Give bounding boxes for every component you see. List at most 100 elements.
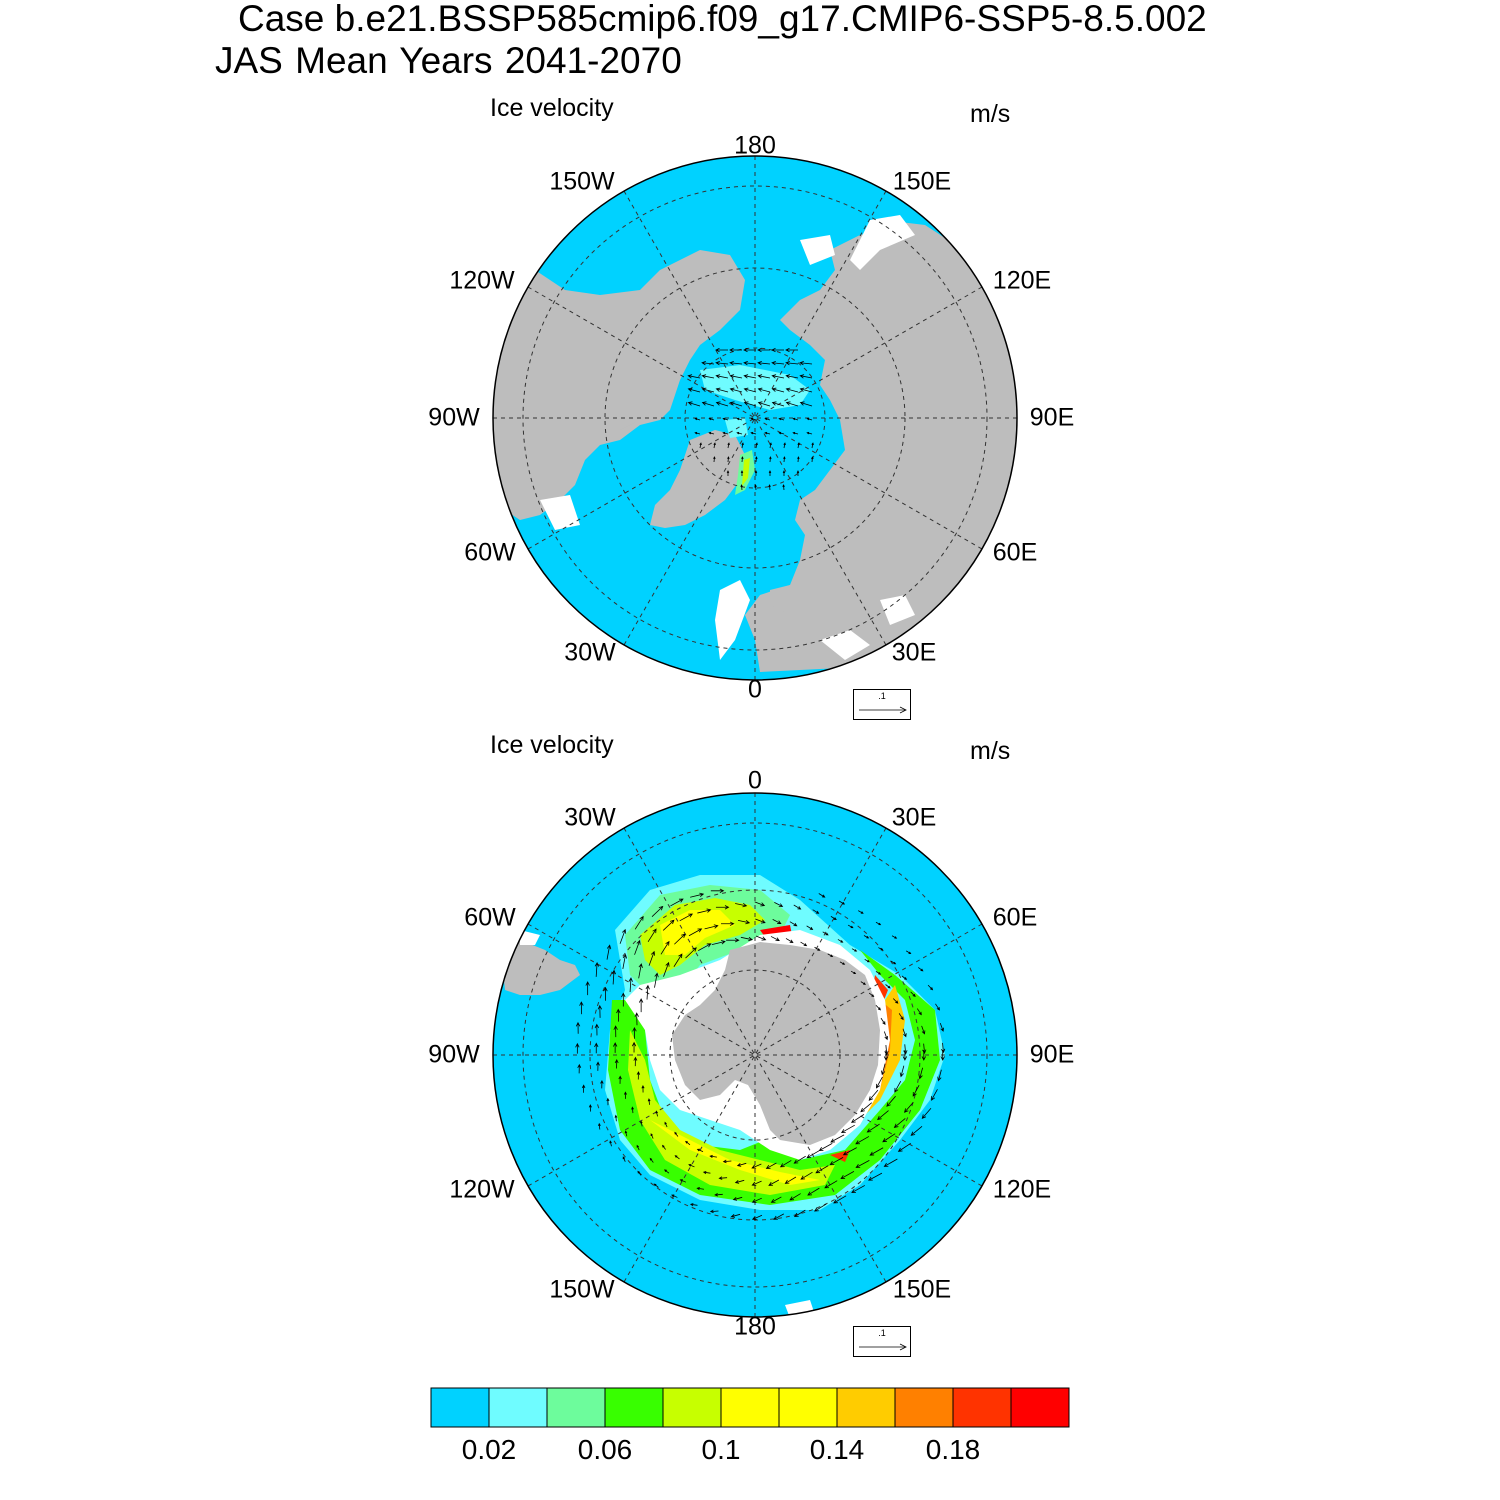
north-ice-velocity-fill <box>700 365 810 495</box>
south-ice-velocity-vectors <box>575 888 946 1220</box>
velocity-arrow <box>833 1195 847 1204</box>
velocity-arrow <box>638 998 644 1013</box>
velocity-arrow <box>840 1171 855 1179</box>
velocity-arrow <box>740 484 743 491</box>
panel2-title: Ice velocity <box>490 731 614 759</box>
velocity-arrow <box>622 953 628 970</box>
north-reference-vector-label: .1 <box>878 691 886 701</box>
velocity-arrow <box>931 1089 938 1101</box>
velocity-arrow <box>726 470 730 477</box>
velocity-arrow <box>696 1148 704 1153</box>
colorbar-swatch <box>430 1387 490 1428</box>
velocity-arrow <box>631 1106 634 1114</box>
velocity-arrow <box>640 1120 643 1127</box>
velocity-arrow <box>855 1160 870 1168</box>
colorbar-swatch <box>546 1387 606 1428</box>
velocity-arrow <box>585 981 590 996</box>
velocity-arrow <box>701 387 715 393</box>
velocity-arrow <box>715 360 729 366</box>
velocity-arrow <box>649 1157 654 1163</box>
velocity-arrow <box>770 936 780 942</box>
velocity-arrow <box>771 374 785 379</box>
velocity-arrow <box>899 1065 905 1078</box>
velocity-arrow <box>866 1123 880 1133</box>
velocity-arrow <box>628 977 633 993</box>
south-lon-label: 0 <box>748 766 762 795</box>
velocity-arrow <box>876 1076 883 1089</box>
velocity-arrow <box>905 950 912 955</box>
velocity-arrow <box>757 387 771 393</box>
colorbar-swatch <box>894 1387 954 1428</box>
velocity-arrow <box>577 1063 582 1074</box>
velocity-arrow <box>806 417 813 421</box>
velocity-arrow <box>594 1042 599 1054</box>
velocity-arrow <box>827 953 834 958</box>
velocity-arrow <box>793 1209 806 1217</box>
velocity-arrow <box>779 1160 792 1168</box>
velocity-arrow <box>702 1170 711 1175</box>
south-lon-label: 150E <box>892 1275 952 1304</box>
velocity-arrow <box>729 360 743 366</box>
velocity-arrow <box>664 1169 670 1174</box>
figure-title-period: JAS Mean Years 2041-2070 <box>215 40 682 81</box>
colorbar-swatch <box>488 1387 548 1428</box>
north-lon-label: 0 <box>748 675 762 704</box>
velocity-arrow <box>663 961 670 977</box>
velocity-arrow <box>736 431 743 435</box>
velocity-arrow <box>912 1085 920 1097</box>
velocity-arrow <box>634 915 644 930</box>
velocity-arrow <box>579 1001 584 1015</box>
velocity-arrow <box>711 940 726 946</box>
velocity-arrow <box>891 935 898 939</box>
south-lon-label: 120E <box>992 1175 1052 1204</box>
velocity-arrow <box>609 1140 612 1147</box>
colorbar-label: 0.02 <box>461 1434 517 1465</box>
velocity-arrow <box>727 456 730 463</box>
north-ice-velocity-vectors <box>687 347 814 491</box>
north-polar-map <box>492 155 1018 681</box>
north-lon-label: 180 <box>734 131 776 160</box>
colorbar-swatch <box>952 1387 1012 1428</box>
velocity-arrow <box>721 921 735 926</box>
velocity-arrow <box>606 1097 610 1106</box>
velocity-arrow <box>883 1158 898 1167</box>
velocity-arrow <box>939 1023 944 1032</box>
velocity-arrow <box>838 900 846 905</box>
south-graticule <box>493 793 1017 1317</box>
velocity-arrow <box>750 417 757 421</box>
velocity-arrow <box>880 1063 886 1076</box>
velocity-arrow <box>687 401 701 407</box>
velocity-arrow <box>597 1004 603 1018</box>
velocity-arrow <box>916 1008 922 1016</box>
velocity-arrow <box>757 347 770 353</box>
velocity-arrow <box>883 1050 889 1061</box>
velocity-arrow <box>757 374 771 379</box>
velocity-arrow <box>884 1045 889 1056</box>
velocity-arrow <box>902 1028 907 1038</box>
velocity-arrow <box>736 417 743 421</box>
north-lon-label: 30W <box>564 638 616 667</box>
velocity-arrow <box>722 1159 732 1164</box>
velocity-arrow <box>771 401 785 407</box>
velocity-arrow <box>800 941 808 947</box>
velocity-arrow <box>751 1163 762 1169</box>
velocity-arrow <box>650 1133 654 1139</box>
velocity-arrow <box>697 908 712 914</box>
velocity-arrow <box>596 1061 600 1071</box>
colorbar-swatch <box>836 1387 896 1428</box>
velocity-arrow <box>737 919 751 925</box>
velocity-arrow <box>797 456 800 463</box>
velocity-arrow <box>783 456 786 463</box>
velocity-arrow <box>811 442 814 449</box>
velocity-arrow <box>674 933 686 945</box>
velocity-arrow <box>722 417 729 421</box>
colorbar-swatch <box>778 1387 838 1428</box>
velocity-arrow <box>647 928 657 943</box>
velocity-arrow <box>851 1114 865 1123</box>
south-lon-label: 30E <box>891 803 937 832</box>
velocity-arrow <box>722 431 729 435</box>
velocity-arrow <box>918 967 924 972</box>
velocity-arrow <box>847 924 854 929</box>
velocity-arrow <box>741 456 744 463</box>
velocity-arrow <box>732 1196 743 1201</box>
